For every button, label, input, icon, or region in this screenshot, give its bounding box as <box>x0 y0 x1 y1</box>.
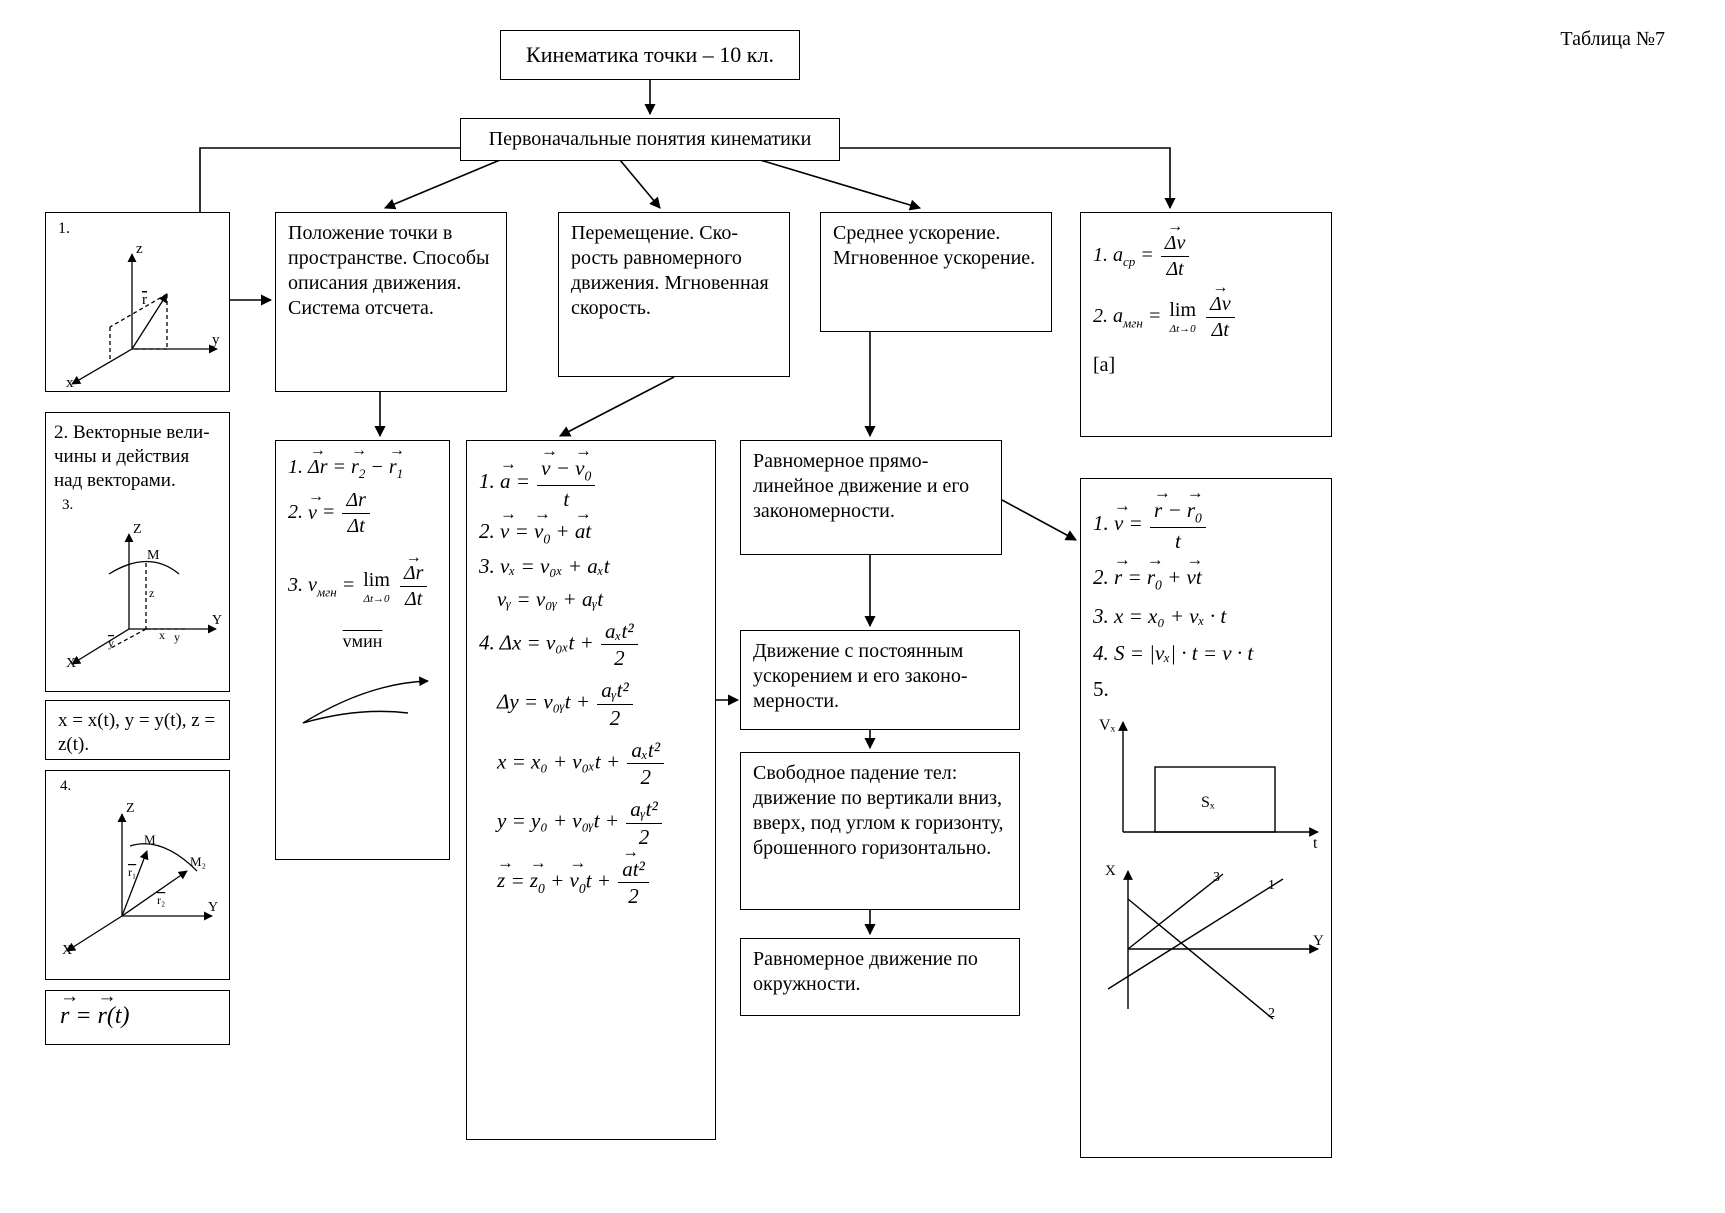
svg-text:y: y <box>174 630 180 644</box>
page-label: Таблица №7 <box>1560 28 1665 51</box>
svg-text:Z: Z <box>133 522 142 537</box>
x-y-lines-graph-icon: X Y 1 2 3 <box>1093 859 1333 1029</box>
ra2-pref: 2. <box>1093 305 1113 327</box>
svg-text:2: 2 <box>1268 1006 1275 1021</box>
ra1-pref: 1. <box>1093 244 1113 266</box>
svg-text:r₁: r₁ <box>128 865 136 879</box>
svg-text:t: t <box>1313 835 1318 852</box>
uniform-formulas: 1. v = r − r0t 2. r = r0 + vt 3. x = x₀ … <box>1080 478 1332 1158</box>
svg-text:y: y <box>212 332 220 348</box>
ra-unit: [a] <box>1093 353 1319 378</box>
concept-position: Положение точки в пространстве. Спо­собы… <box>275 212 507 392</box>
uniform-motion-box: Равномерное прямо­линейное движение и ег… <box>740 440 1002 555</box>
axes-3d-icon: z y x r <box>52 239 225 389</box>
p4-num: 4. <box>52 777 223 796</box>
ra1-lhs: aср <box>1113 244 1135 266</box>
concept-displacement: Перемещение. Ско­рость равномерного движ… <box>558 212 790 377</box>
svg-text:Y: Y <box>212 613 222 628</box>
axes-trajectory-icon: Z Y X M M₂ r₁ r₂ <box>52 796 225 971</box>
p1-num: 1. <box>52 219 223 239</box>
svg-text:r₂: r₂ <box>157 893 165 907</box>
concept-acceleration: Среднее ускорение. Мгновенное ускоре­ние… <box>820 212 1052 332</box>
panel-4: 4. Z Y X M M₂ r₁ r₂ <box>45 770 230 980</box>
p2-title: 2. Векторные вели­чины и действия над ве… <box>54 421 221 492</box>
svg-text:X: X <box>66 656 76 671</box>
kinematics-table: Таблица №7 Кинематика точки – 10 кл. Пер… <box>0 0 1725 1213</box>
p2-num: 3. <box>54 492 221 519</box>
panel-2: 2. Векторные вели­чины и действия над ве… <box>45 412 230 692</box>
svg-text:M: M <box>147 548 160 563</box>
svg-text:Y: Y <box>1313 933 1324 949</box>
svg-text:Vₓ: Vₓ <box>1099 717 1116 734</box>
svg-text:Y: Y <box>208 900 218 915</box>
svg-text:3: 3 <box>1213 870 1220 885</box>
svg-text:Z: Z <box>126 801 135 816</box>
arrows-layer <box>0 0 1725 1213</box>
title-box: Кинематика точки – 10 кл. <box>500 30 800 80</box>
eq-block-accel-motion: 1. a = v − v0t 2. v = v0 + at 3. vₓ = v₀… <box>466 440 716 1140</box>
panel-1: 1. z y x r <box>45 212 230 392</box>
panel-rfunc: r = r(t) <box>45 990 230 1045</box>
svg-text:X: X <box>62 943 72 958</box>
arrow-sketch-icon <box>288 653 448 743</box>
svg-text:M₂: M₂ <box>190 854 206 869</box>
axes-3d-m-icon: Z Y X M z y y x <box>54 519 227 674</box>
svg-text:Sₓ: Sₓ <box>1201 794 1215 811</box>
eq-block-velocity: 1. Δr = r2 − r1 2. v = ΔrΔt 3. vмгн = li… <box>275 440 450 860</box>
svg-text:x: x <box>66 375 74 389</box>
avg-accel-formulas: 1. aср = ΔvΔt 2. aмгн = limΔt→0 ΔvΔt [a] <box>1080 212 1332 437</box>
const-accel-box: Движение с постоянным ускорением и его з… <box>740 630 1020 730</box>
free-fall-box: Свободное падение тел: движение по верти… <box>740 752 1020 910</box>
panel-param: x = x(t), y = y(t), z = z(t). <box>45 700 230 760</box>
subtitle-box: Первоначальные понятия кинематики <box>460 118 840 161</box>
circular-motion-box: Равномерное движение по окружности. <box>740 938 1020 1016</box>
vx-t-graph-icon: Vₓ t Sₓ <box>1093 712 1333 852</box>
vmin-label: vмин <box>343 631 383 651</box>
svg-text:M: M <box>144 832 156 847</box>
svg-text:X: X <box>1105 863 1116 879</box>
svg-text:1: 1 <box>1268 878 1275 893</box>
svg-text:z: z <box>136 241 143 257</box>
svg-text:r: r <box>142 292 147 308</box>
svg-text:z: z <box>149 586 154 600</box>
svg-text:x: x <box>159 628 165 642</box>
svg-text:y: y <box>108 636 114 650</box>
